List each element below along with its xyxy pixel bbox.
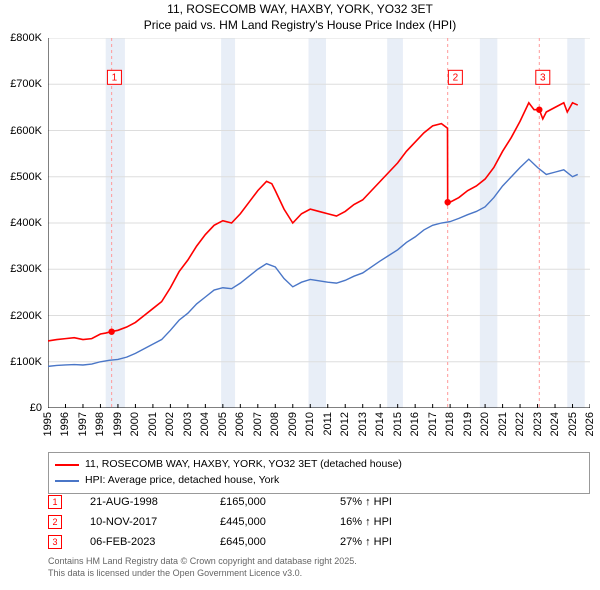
- marker-date: 21-AUG-1998: [90, 496, 220, 508]
- x-tick-label: 1996: [59, 412, 71, 436]
- x-tick-label: 2016: [409, 412, 421, 436]
- plot-svg: 1 2 3: [48, 38, 590, 408]
- legend-label: HPI: Average price, detached house, York: [85, 473, 279, 489]
- marker-price: £165,000: [220, 496, 340, 508]
- x-tick-label: 2025: [567, 412, 579, 436]
- legend-label: 11, ROSECOMB WAY, HAXBY, YORK, YO32 3ET …: [85, 457, 402, 473]
- x-tick-label: 2026: [584, 412, 596, 436]
- x-tick-label: 2021: [497, 412, 509, 436]
- svg-text:2: 2: [453, 72, 459, 83]
- marker-date: 06-FEB-2023: [90, 536, 220, 548]
- x-tick-label: 2000: [129, 412, 141, 436]
- footer-line-1: Contains HM Land Registry data © Crown c…: [48, 556, 590, 568]
- marker-badge: 3: [48, 535, 62, 549]
- x-tick-label: 1999: [112, 412, 124, 436]
- sale-dot-2: [444, 199, 450, 205]
- x-tick-label: 2019: [462, 412, 474, 436]
- svg-text:3: 3: [540, 72, 546, 83]
- plot-area: 1 2 3: [48, 38, 590, 408]
- y-tick-label: £300K: [10, 263, 42, 275]
- y-tick-label: £800K: [10, 32, 42, 44]
- x-tick-label: 2005: [217, 412, 229, 436]
- legend-swatch: [55, 480, 79, 482]
- x-tick-label: 2001: [147, 412, 159, 436]
- y-tick-label: £100K: [10, 356, 42, 368]
- marker-row: 3 06-FEB-2023£645,00027% ↑ HPI: [48, 532, 590, 552]
- y-tick-label: £600K: [10, 125, 42, 137]
- sale-dot-1: [108, 328, 114, 334]
- marker-delta: 27% ↑ HPI: [340, 536, 392, 548]
- legend-item: 11, ROSECOMB WAY, HAXBY, YORK, YO32 3ET …: [55, 457, 583, 473]
- x-tick-label: 2014: [374, 412, 386, 436]
- marker-price: £645,000: [220, 536, 340, 548]
- y-tick-label: £400K: [10, 217, 42, 229]
- x-tick-label: 2013: [357, 412, 369, 436]
- x-tick-label: 2011: [322, 412, 334, 436]
- x-tick-label: 1998: [94, 412, 106, 436]
- y-tick-label: £200K: [10, 310, 42, 322]
- legend-swatch: [55, 464, 79, 466]
- x-tick-label: 2022: [514, 412, 526, 436]
- y-axis: £0£100K£200K£300K£400K£500K£600K£700K£80…: [0, 38, 46, 408]
- marker-date: 10-NOV-2017: [90, 516, 220, 528]
- title-line-1: 11, ROSECOMB WAY, HAXBY, YORK, YO32 3ET: [0, 2, 600, 18]
- marker-delta: 57% ↑ HPI: [340, 496, 392, 508]
- y-tick-label: £700K: [10, 78, 42, 90]
- svg-text:1: 1: [112, 72, 118, 83]
- marker-table: 1 21-AUG-1998£165,00057% ↑ HPI 2 10-NOV-201…: [48, 492, 590, 552]
- legend: 11, ROSECOMB WAY, HAXBY, YORK, YO32 3ET …: [48, 452, 590, 494]
- marker-delta: 16% ↑ HPI: [340, 516, 392, 528]
- marker-row: 1 21-AUG-1998£165,00057% ↑ HPI: [48, 492, 590, 512]
- chart-container: 11, ROSECOMB WAY, HAXBY, YORK, YO32 3ET …: [0, 0, 600, 590]
- footer-line-2: This data is licensed under the Open Gov…: [48, 568, 590, 580]
- title-line-2: Price paid vs. HM Land Registry's House …: [0, 18, 600, 34]
- footer-attribution: Contains HM Land Registry data © Crown c…: [48, 556, 590, 579]
- sale-dot-3: [536, 106, 542, 112]
- x-tick-label: 1995: [42, 412, 54, 436]
- x-tick-label: 2007: [252, 412, 264, 436]
- y-tick-label: £0: [30, 402, 42, 414]
- x-tick-label: 2004: [199, 412, 211, 436]
- marker-badge: 1: [48, 495, 62, 509]
- marker-badge: 2: [48, 515, 62, 529]
- y-tick-label: £500K: [10, 171, 42, 183]
- x-axis: 1995199619971998199920002001200220032004…: [48, 410, 590, 450]
- x-tick-label: 2002: [164, 412, 176, 436]
- x-tick-label: 2017: [427, 412, 439, 436]
- marker-row: 2 10-NOV-2017£445,00016% ↑ HPI: [48, 512, 590, 532]
- x-tick-label: 2024: [549, 412, 561, 436]
- x-tick-label: 2023: [532, 412, 544, 436]
- x-tick-label: 2003: [182, 412, 194, 436]
- x-tick-label: 2020: [479, 412, 491, 436]
- x-tick-label: 2008: [269, 412, 281, 436]
- chart-title: 11, ROSECOMB WAY, HAXBY, YORK, YO32 3ET …: [0, 0, 600, 33]
- x-tick-label: 2012: [339, 412, 351, 436]
- x-tick-label: 1997: [77, 412, 89, 436]
- x-tick-label: 2010: [304, 412, 316, 436]
- x-tick-label: 2018: [444, 412, 456, 436]
- x-tick-label: 2015: [392, 412, 404, 436]
- marker-price: £445,000: [220, 516, 340, 528]
- legend-item: HPI: Average price, detached house, York: [55, 473, 583, 489]
- x-tick-label: 2006: [234, 412, 246, 436]
- x-tick-label: 2009: [287, 412, 299, 436]
